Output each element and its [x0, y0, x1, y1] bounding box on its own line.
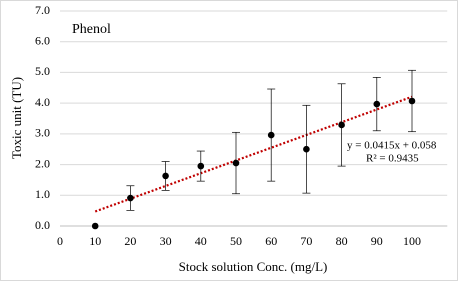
point — [338, 121, 345, 129]
y-tick-label: 2.0 — [35, 156, 50, 170]
x-tick-label: 10 — [89, 234, 101, 248]
y-tick-label: 7.0 — [35, 3, 50, 17]
y-tick-label: 0.0 — [35, 218, 50, 232]
point — [303, 145, 310, 153]
x-tick-label: 40 — [195, 234, 207, 248]
x-tick-label: 60 — [265, 234, 277, 248]
trend-r2: R² = 0.9435 — [366, 153, 419, 165]
point — [91, 222, 99, 230]
y-tick-label: 6.0 — [35, 33, 50, 47]
x-tick-label: 100 — [403, 234, 421, 248]
trendline — [94, 95, 413, 213]
x-axis-label: Stock solution Conc. (mg/L) — [179, 259, 328, 274]
x-tick-label: 50 — [230, 234, 242, 248]
x-tick-label: 0 — [57, 234, 63, 248]
point — [127, 194, 134, 202]
annotation: Phenol — [72, 22, 111, 37]
point — [408, 97, 416, 105]
x-tick-label: 80 — [336, 234, 348, 248]
x-tick-label: 30 — [160, 234, 172, 248]
x-tick-label: 20 — [124, 234, 136, 248]
y-axis-label: Toxic unit (TU) — [9, 77, 24, 159]
point — [197, 162, 205, 170]
y-tick-label: 4.0 — [35, 95, 50, 109]
trend-equation: y = 0.0415x + 0.058 — [347, 140, 437, 152]
point — [232, 159, 240, 167]
point — [162, 172, 169, 180]
x-tick-label: 70 — [300, 234, 312, 248]
y-tick-label: 3.0 — [35, 126, 50, 140]
point — [267, 131, 275, 139]
y-tick-label: 1.0 — [35, 187, 50, 201]
point — [373, 100, 381, 108]
x-tick-label: 90 — [371, 234, 383, 248]
y-tick-label: 5.0 — [35, 64, 50, 78]
